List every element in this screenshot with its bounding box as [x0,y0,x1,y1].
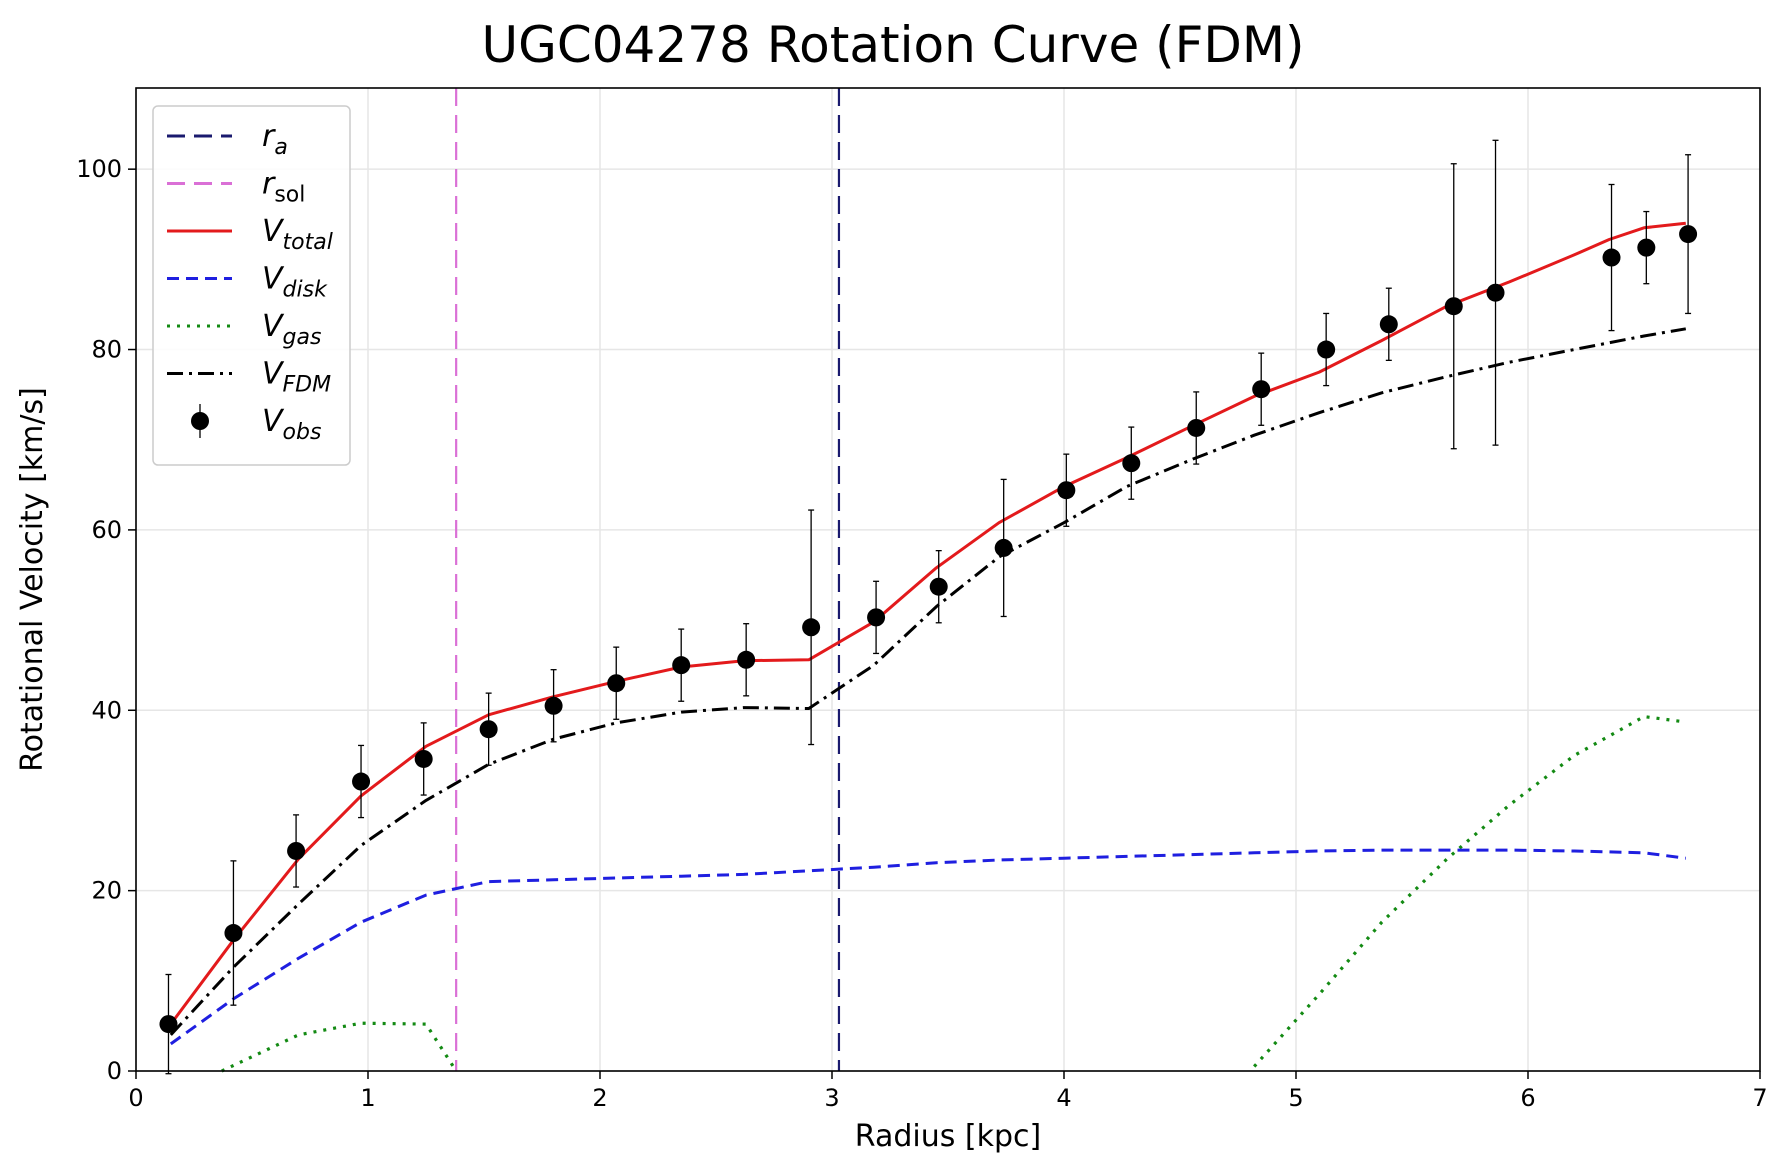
series-line-vgas_inner [221,1021,458,1073]
plot-frame [135,87,1761,1072]
legend-vtotal-label: Vtotal [262,214,333,255]
x-tick-label: 3 [824,1084,839,1112]
obs-point [414,749,433,768]
obs-point [1602,248,1621,267]
x-tick-label: 0 [128,1084,143,1112]
legend-box [152,105,351,466]
y-tick-label: 40 [91,696,122,724]
series-line-vfdm [169,327,1687,1036]
x-tick-label: 1 [360,1084,375,1112]
legend-vobs-swatch [191,412,209,430]
ticks-layer: 0 1 2 3 4 5 6 7 0 20 40 60 80 100 [76,155,1767,1112]
obs-point [1057,481,1076,500]
y-tick-label: 20 [91,877,122,905]
x-tick-label: 2 [592,1084,607,1112]
obs-point [994,538,1013,557]
obs-point [352,772,371,791]
legend-ra-label: ra [262,119,288,160]
obs-point [802,618,821,637]
obs-point [867,608,886,627]
obs-point [672,656,691,675]
x-tick-label: 4 [1056,1084,1071,1112]
obs-point [1252,380,1271,399]
x-tick-label: 6 [1520,1084,1535,1112]
x-tick-label: 5 [1288,1084,1303,1112]
y-tick-label: 80 [91,336,122,364]
legend-vfdm-label: VFDM [262,357,331,398]
obs-point [607,674,626,693]
chart-title: UGC04278 Rotation Curve (FDM) [481,16,1304,74]
legend-vgas-label: Vgas [262,309,321,350]
obs-point [479,720,498,739]
legend-rsol-label: rsol [262,167,305,208]
y-tick-label: 0 [107,1057,122,1085]
legend-vdisk-label: Vdisk [262,262,328,303]
obs-point [1122,454,1141,473]
obs-point [1486,283,1505,302]
obs-point [1444,297,1463,316]
y-tick-label: 100 [76,155,122,183]
y-tick-label: 60 [91,516,122,544]
observations-layer [159,139,1698,1075]
obs-point [737,650,756,669]
obs-point [1637,238,1656,257]
x-axis-label: Radius [kpc] [855,1119,1041,1154]
legend: ra rsol Vtotal Vdisk Vgas VFDM Vobs [152,105,351,466]
obs-point [224,924,243,943]
obs-point [1679,225,1698,244]
series-line-vdisk [169,848,1686,1046]
obs-point [287,841,306,860]
obs-point [1379,315,1398,334]
obs-point [544,696,563,715]
obs-point [1187,418,1206,437]
y-axis-label: Rotational Velocity [km/s] [15,387,50,772]
obs-point [1317,340,1336,359]
legend-vobs-label: Vobs [262,404,321,445]
obs-point [159,1015,178,1034]
x-tick-label: 7 [1752,1084,1767,1112]
obs-point [929,577,948,596]
